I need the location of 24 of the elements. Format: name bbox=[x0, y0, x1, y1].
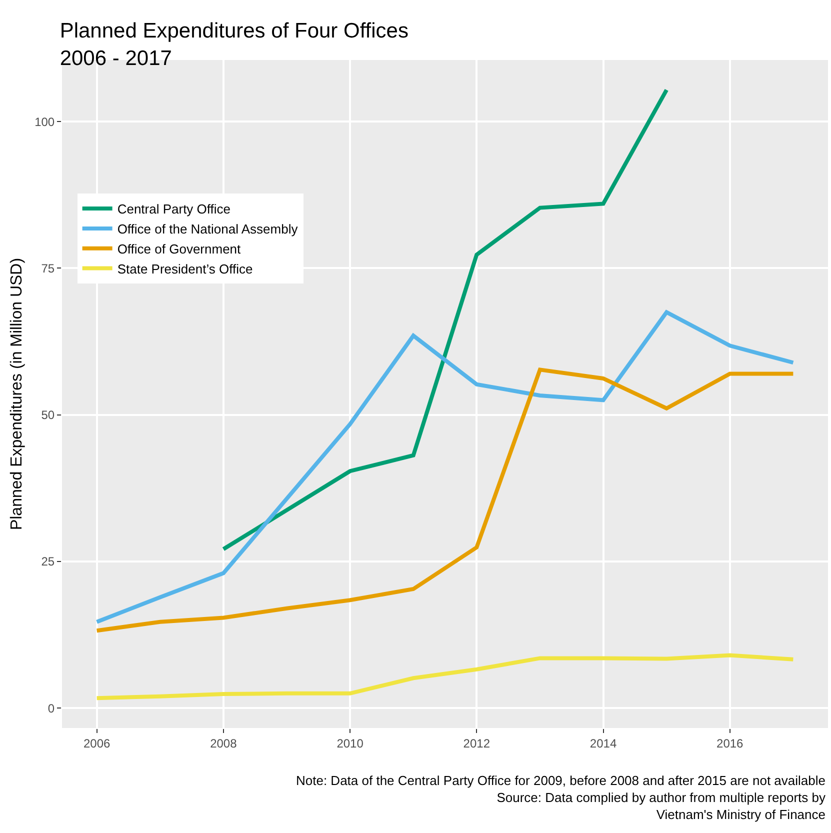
x-tick-label: 2010 bbox=[336, 736, 364, 750]
y-axis-title: Planned Expenditures (in Million USD) bbox=[8, 258, 26, 530]
legend-label: Central Party Office bbox=[117, 202, 231, 217]
line-series bbox=[94, 653, 796, 700]
y-tick-label: 0 bbox=[48, 701, 55, 716]
text: Vietnam's Ministry of Finance bbox=[656, 806, 826, 822]
x-tick-label: 2008 bbox=[210, 736, 238, 750]
line-series bbox=[94, 310, 796, 624]
line-series bbox=[94, 368, 796, 633]
y-tick-label: 75 bbox=[41, 261, 55, 276]
legend-label: State President’s Office bbox=[117, 261, 253, 276]
legend-label: Office of the National Assembly bbox=[117, 222, 298, 237]
x-tick-label: 2016 bbox=[716, 736, 744, 750]
chart-subtitle: 2006 - 2017 bbox=[60, 46, 172, 70]
x-tick-label: 2006 bbox=[83, 736, 110, 750]
y-tick-label: 50 bbox=[41, 408, 55, 422]
x-tick-label: 2014 bbox=[590, 736, 617, 750]
y-tick-label: 100 bbox=[34, 114, 55, 129]
source-note: Source: Data complied by author from multiple reports by bbox=[496, 790, 826, 805]
x-tick-label: 2012 bbox=[463, 736, 490, 750]
y-tick-label: 25 bbox=[41, 554, 55, 569]
chart-title: Planned Expenditures of Four Offices bbox=[60, 19, 408, 42]
legend-label: Office of Government bbox=[117, 241, 242, 256]
text: Note: Data of the Central Party Office for 2009, before 2008 and after 2015 are not available bbox=[296, 773, 826, 788]
